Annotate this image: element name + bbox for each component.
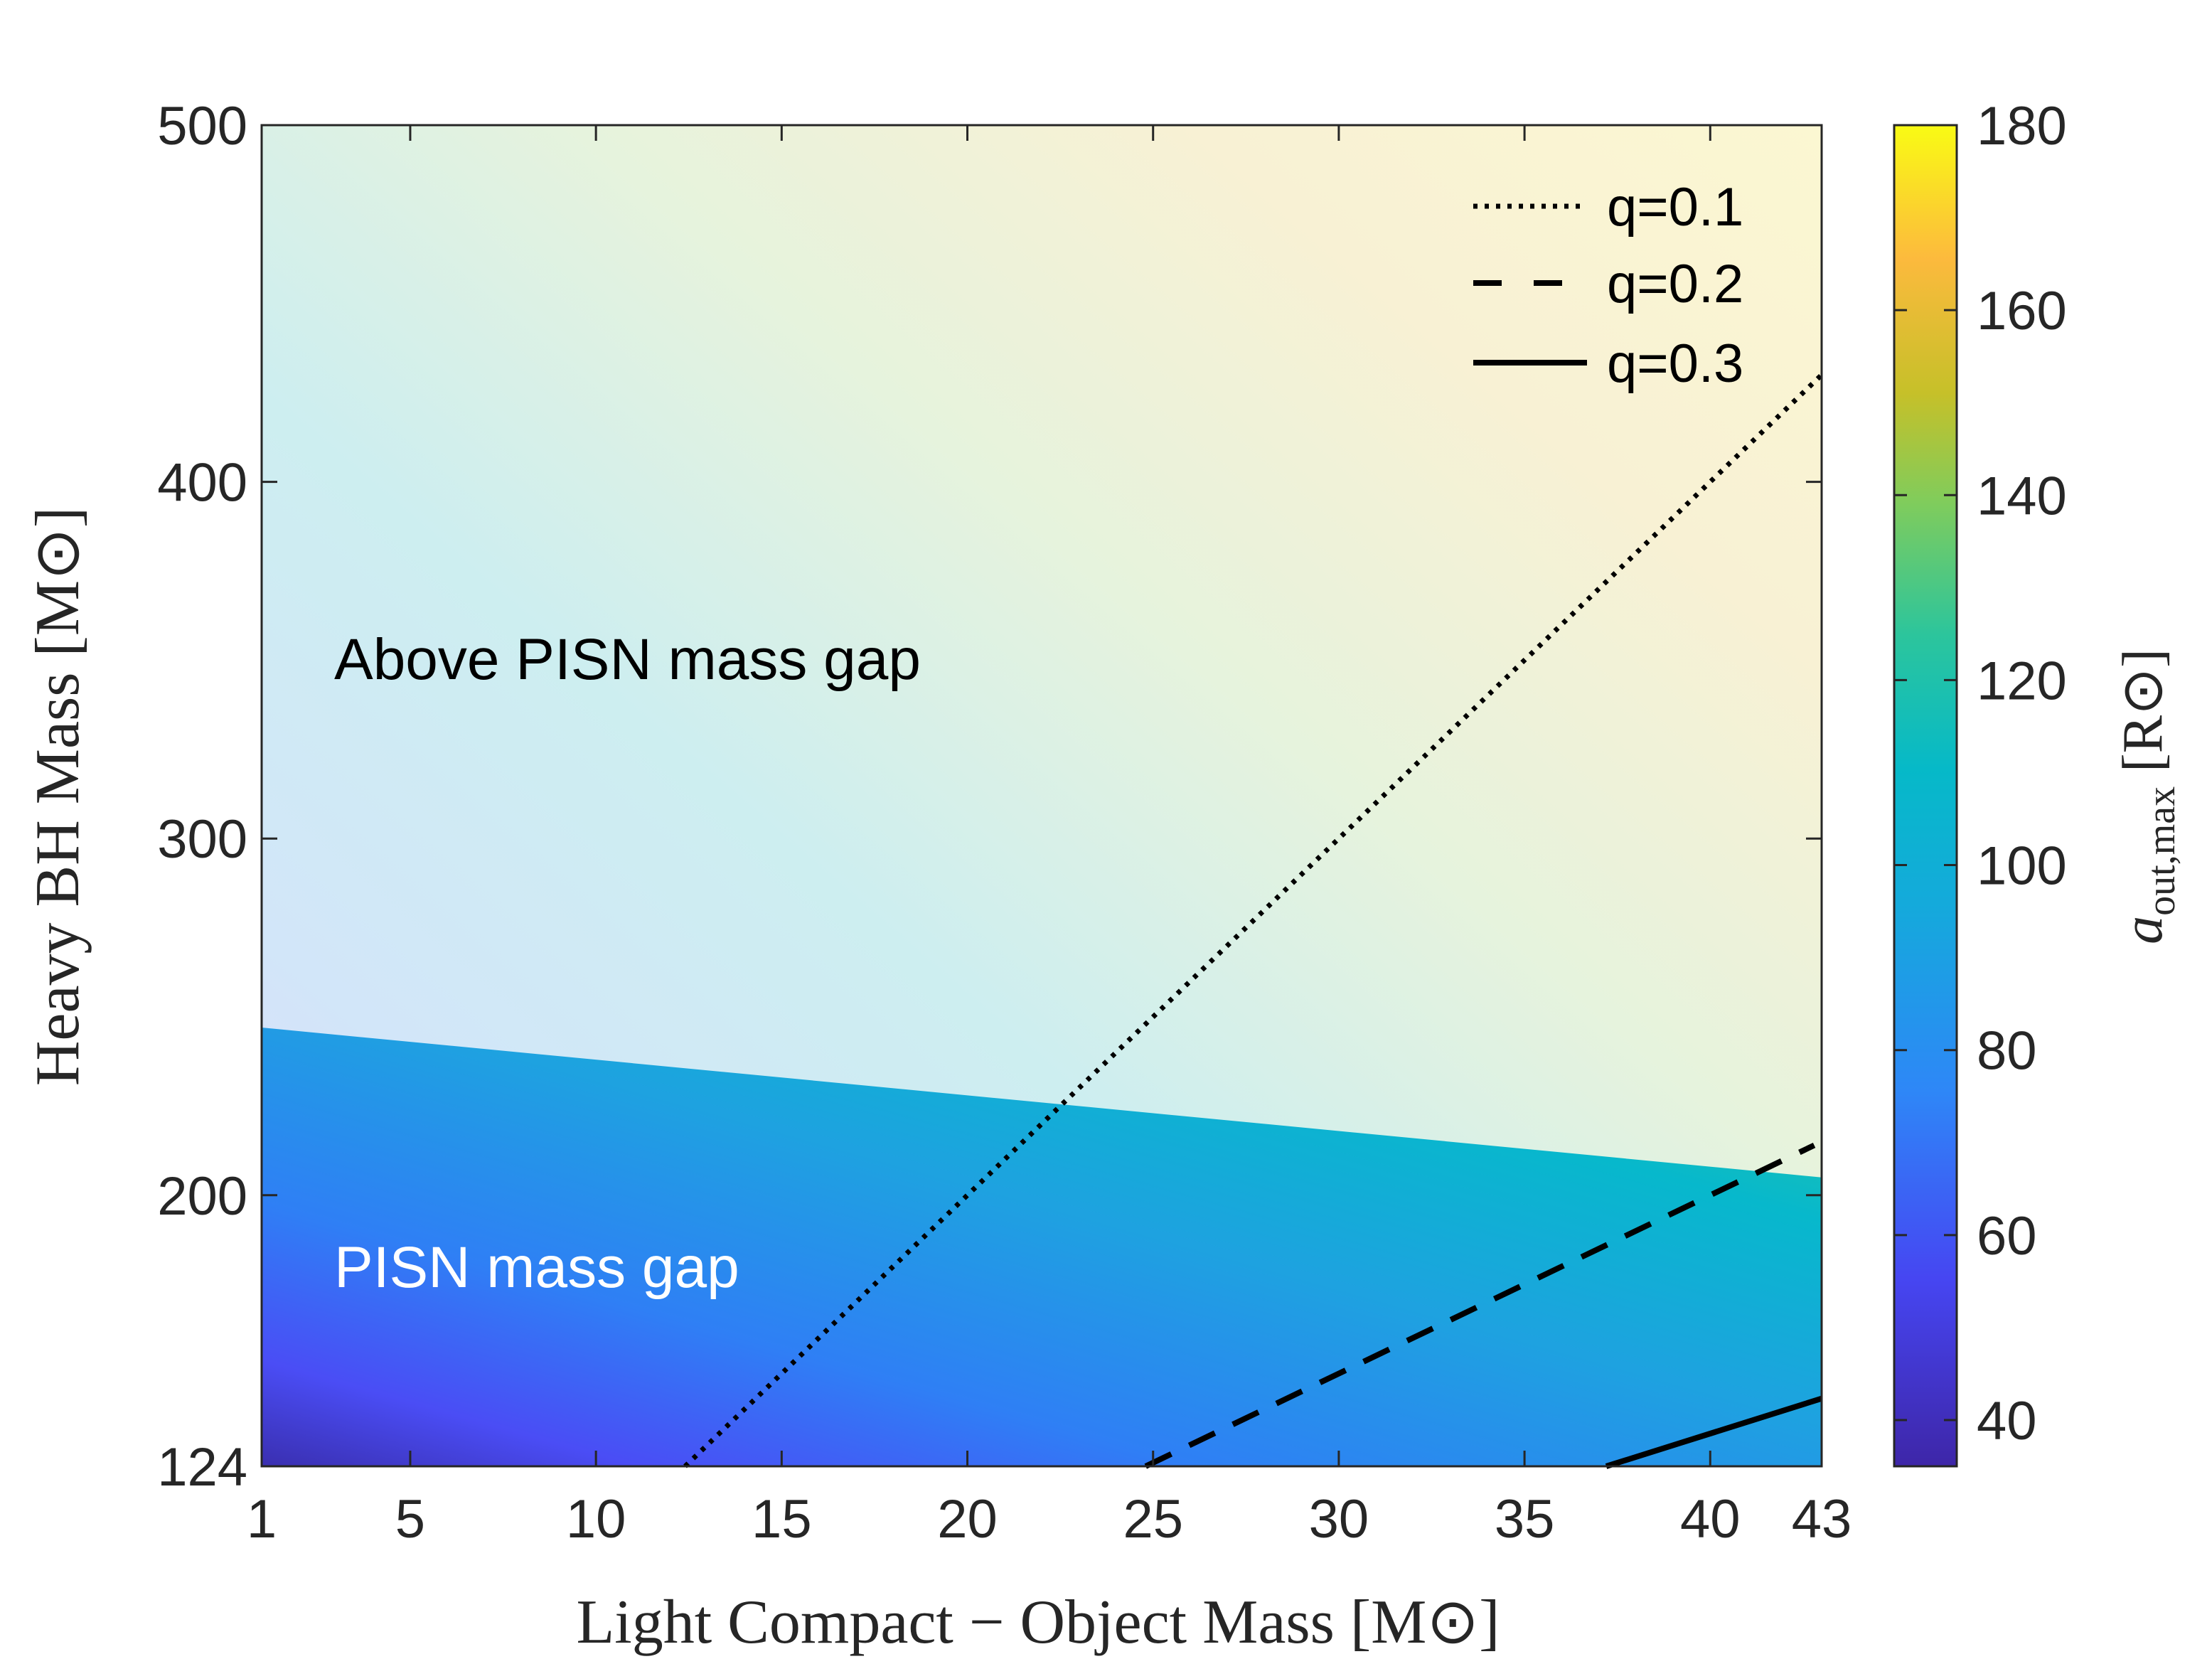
x-tick-label: 5 — [395, 1489, 425, 1549]
y-axis-title: Heavy BH Mass [M⊙] — [23, 507, 92, 1086]
x-tick-label: 10 — [566, 1489, 626, 1549]
colorbar-tick-label: 60 — [1977, 1206, 2037, 1266]
pisn-gap-region — [262, 1028, 1822, 1466]
colorbar-ticks: 40 60 80 100 120 140 160 180 — [1894, 96, 2067, 1451]
colorbar-title-main: a — [2112, 916, 2174, 944]
series-line-q-0-2 — [1144, 1142, 1816, 1469]
colorbar-tick-label: 140 — [1977, 466, 2067, 526]
legend-label: q=0.2 — [1607, 254, 1743, 314]
y-ticks: 124 200 300 400 500 — [157, 96, 1822, 1498]
x-tick-label: 30 — [1309, 1489, 1369, 1549]
colorbar-tick-label: 180 — [1977, 96, 2067, 156]
pisn-gap-label: PISN mass gap — [334, 1235, 739, 1300]
x-tick-label: 25 — [1123, 1489, 1183, 1549]
colorbar: 40 60 80 100 120 140 160 180 aout,max [R⊙] — [1893, 96, 2184, 1468]
y-tick-label: 400 — [157, 453, 247, 513]
colorbar-tick-label: 100 — [1977, 836, 2067, 897]
colorbar-title-unit: [R⊙] — [2112, 649, 2174, 786]
x-tick-label: 1 — [247, 1489, 277, 1549]
legend: q=0.1 q=0.2 q=0.3 — [1473, 177, 1743, 394]
colorbar-scale — [1893, 124, 1958, 1468]
colorbar-title: aout,max [R⊙] — [2112, 649, 2184, 944]
x-tick-label: 15 — [752, 1489, 812, 1549]
colorbar-tick-label: 120 — [1977, 651, 2067, 711]
x-tick-label: 40 — [1680, 1489, 1741, 1549]
y-tick-label: 300 — [157, 809, 247, 870]
y-tick-label: 500 — [157, 96, 247, 156]
x-tick-label: 43 — [1792, 1489, 1852, 1549]
above-pisn-label: Above PISN mass gap — [334, 627, 921, 692]
x-tick-label: 20 — [937, 1489, 998, 1549]
series-line-q-0-1 — [683, 373, 1824, 1468]
series-lines — [683, 373, 1824, 1469]
plot-frame — [260, 124, 1823, 1468]
x-ticks: 1 5 10 15 20 25 30 35 40 43 — [247, 125, 1852, 1549]
legend-label: q=0.1 — [1607, 177, 1743, 238]
colorbar-title-sub: out,max — [2139, 786, 2184, 916]
legend-label: q=0.3 — [1607, 334, 1743, 394]
y-tick-label: 124 — [157, 1437, 247, 1498]
x-axis-title: Light Compact − Object Mass [M⊙] — [577, 1588, 1500, 1657]
x-tick-label: 35 — [1495, 1489, 1555, 1549]
colorbar-tick-label: 80 — [1977, 1021, 2037, 1082]
y-tick-label: 200 — [157, 1166, 247, 1227]
series-line-q-0-3 — [1605, 1395, 1823, 1469]
colorbar-tick-label: 160 — [1977, 281, 2067, 341]
colorbar-tick-label: 40 — [1977, 1391, 2037, 1451]
